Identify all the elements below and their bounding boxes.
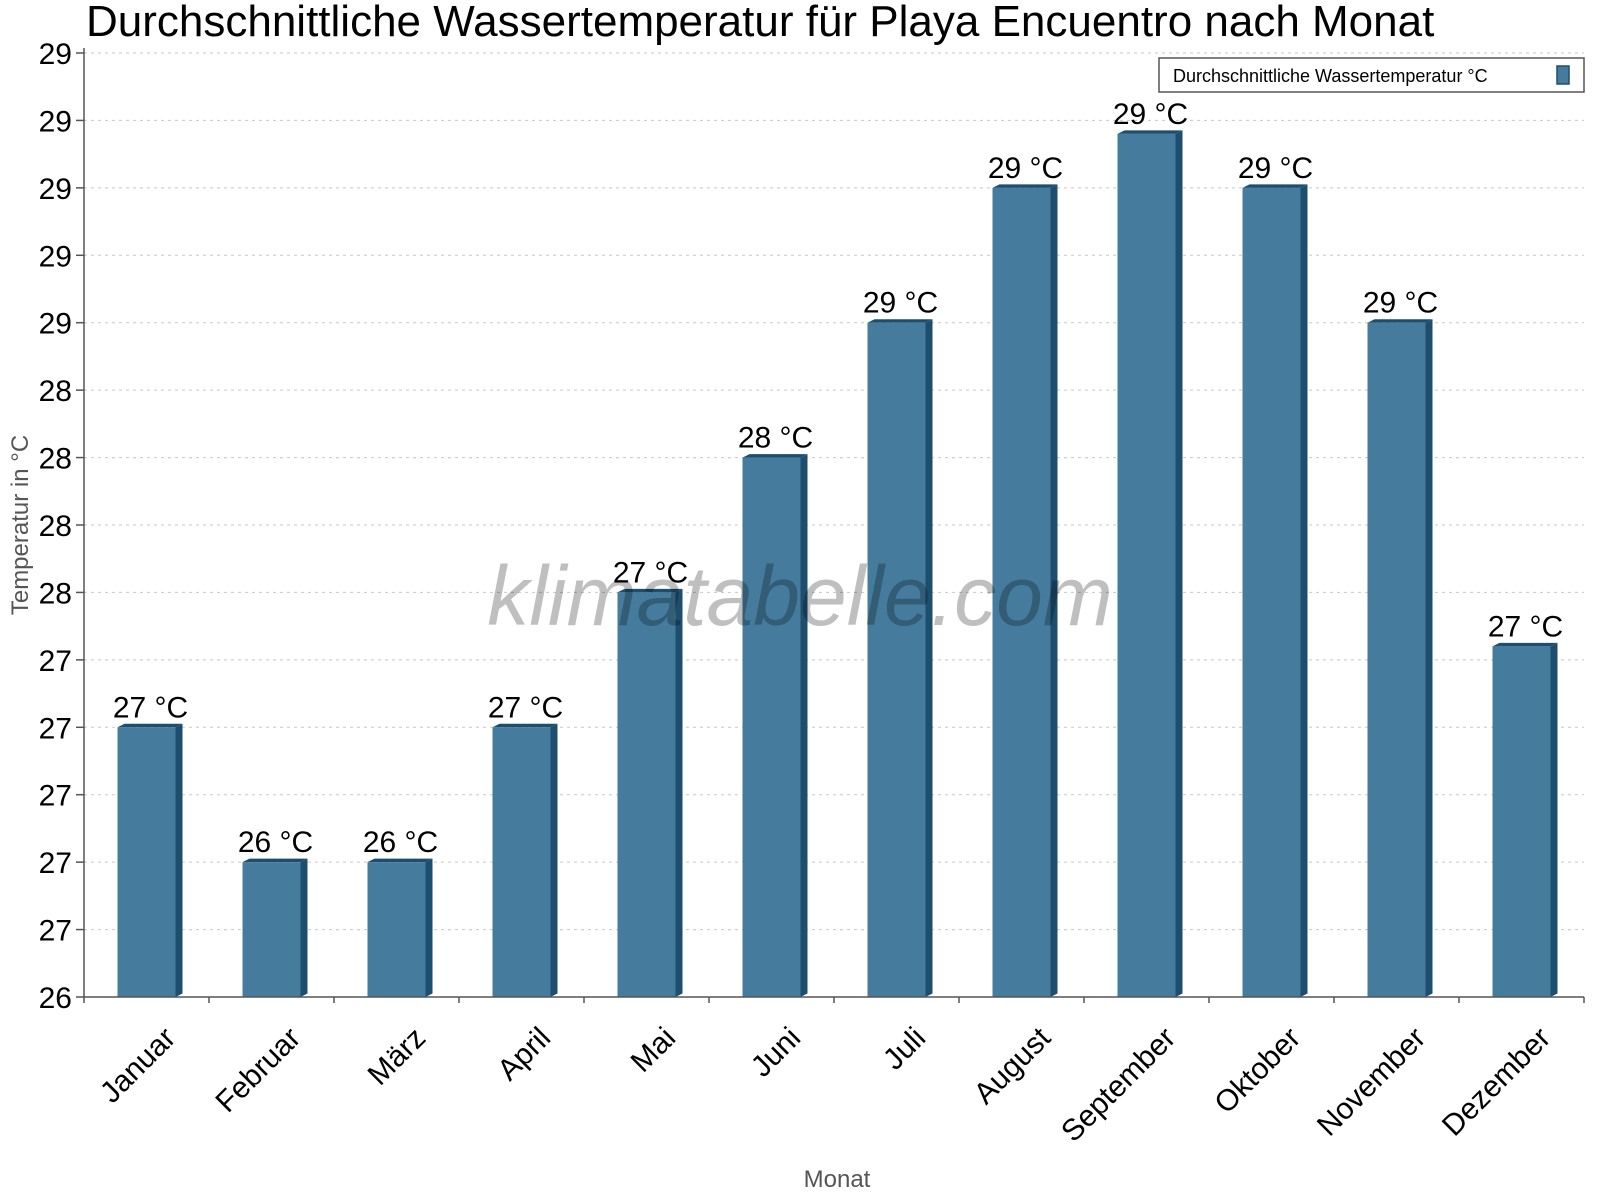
data-label: 28 °C xyxy=(738,422,813,455)
bar-side xyxy=(1425,319,1433,997)
bar-top xyxy=(367,858,433,863)
bar-side xyxy=(425,858,433,997)
y-tick-label: 29 xyxy=(39,38,72,71)
data-label: 27 °C xyxy=(1488,610,1563,643)
y-tick-label: 26 xyxy=(39,982,72,1015)
y-tick-label: 27 xyxy=(39,712,72,745)
data-label: 26 °C xyxy=(238,826,313,859)
bar xyxy=(492,727,551,997)
legend-swatch xyxy=(1556,65,1570,85)
bar-side xyxy=(550,723,558,997)
grid-lines xyxy=(84,52,1584,931)
bar xyxy=(1367,322,1426,997)
data-label: 29 °C xyxy=(988,152,1063,185)
y-tick-label: 29 xyxy=(39,173,72,206)
bar xyxy=(992,187,1051,997)
bar-top xyxy=(742,454,808,458)
data-label: 29 °C xyxy=(863,287,938,320)
bar-side xyxy=(1175,130,1183,997)
legend-box xyxy=(1158,57,1585,93)
bar xyxy=(617,592,676,997)
bar-side xyxy=(800,454,808,998)
bar-top xyxy=(117,723,183,728)
bar-top xyxy=(617,588,683,593)
bar-top xyxy=(867,319,933,323)
y-tick-label: 29 xyxy=(39,105,72,138)
bar-top xyxy=(1367,319,1433,323)
data-label: 29 °C xyxy=(1113,98,1188,131)
bar-top xyxy=(992,184,1058,188)
bar xyxy=(867,322,926,997)
bar-top xyxy=(1492,642,1558,647)
bar xyxy=(1242,187,1301,997)
data-label: 27 °C xyxy=(113,691,188,724)
watermark: klimatabelle.com xyxy=(487,549,1113,643)
y-tick-label: 28 xyxy=(39,375,72,408)
bar-top xyxy=(1242,184,1308,188)
y-tick-label: 28 xyxy=(39,443,72,476)
bar-side xyxy=(175,723,183,997)
y-tick-label: 27 xyxy=(39,780,72,813)
bar xyxy=(742,457,801,998)
data-labels: 27 °C 26 °C 26 °C 27 °C 27 °C 28 °C 29 °C 29 °C… xyxy=(113,98,1563,859)
bar-side xyxy=(1550,642,1558,997)
bar-side xyxy=(1300,184,1308,997)
x-axis-title: Monat xyxy=(804,1166,871,1193)
bar-side xyxy=(1050,184,1058,997)
bar xyxy=(1492,646,1551,997)
data-label: 27 °C xyxy=(613,556,688,589)
bar-top xyxy=(492,723,558,728)
legend: Durchschnittliche Wassertemperatur °C xyxy=(1158,57,1585,93)
data-label: 27 °C xyxy=(488,691,563,724)
bar-top xyxy=(1117,130,1183,134)
data-label: 29 °C xyxy=(1238,152,1313,185)
bar-side xyxy=(300,858,308,997)
bar-side xyxy=(925,319,933,997)
bar-top xyxy=(242,858,308,863)
bar xyxy=(242,862,301,997)
data-label: 26 °C xyxy=(363,826,438,859)
bars xyxy=(117,130,1558,998)
y-tick-label: 29 xyxy=(39,240,72,273)
y-tick-label: 29 xyxy=(39,308,72,341)
bar xyxy=(367,862,426,997)
bar xyxy=(117,727,176,997)
legend-label: Durchschnittliche Wassertemperatur °C xyxy=(1173,66,1488,86)
y-axis-title: Temperatur in °C xyxy=(7,435,34,615)
y-tick-label: 27 xyxy=(39,847,72,880)
y-tick-label: 28 xyxy=(39,510,72,543)
data-label: 29 °C xyxy=(1363,287,1438,320)
bar xyxy=(1117,133,1176,997)
y-tick-label: 27 xyxy=(39,645,72,678)
y-tick-label: 27 xyxy=(39,915,72,948)
bar-side xyxy=(675,588,683,997)
chart-title: Durchschnittliche Wassertemperatur für P… xyxy=(86,0,1434,46)
y-tick-label: 28 xyxy=(39,577,72,610)
